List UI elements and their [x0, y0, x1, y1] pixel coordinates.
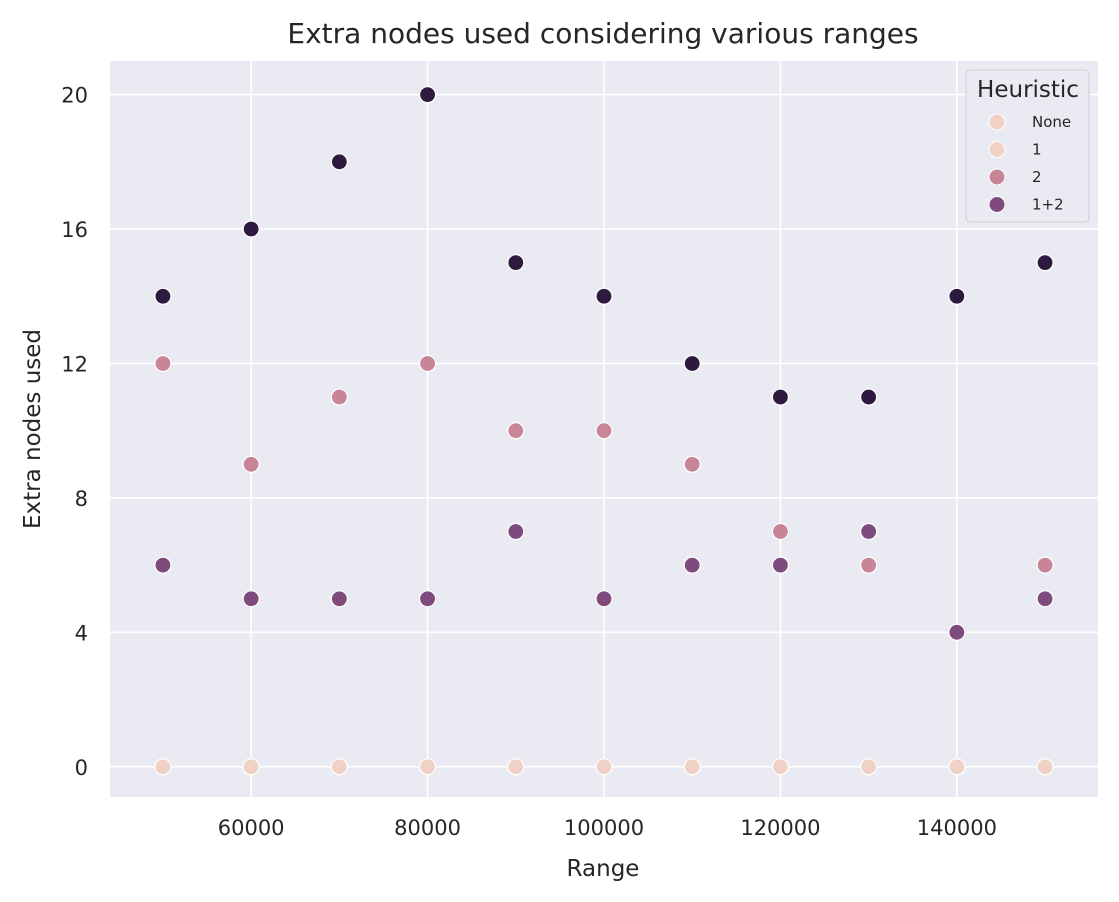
point-series-2-x-60000 — [242, 590, 260, 608]
point-series-1-x-150000 — [1036, 556, 1054, 574]
x-axis-ticks: 60000 80000 100000 120000 140000 — [218, 816, 997, 840]
y-tick-label: 16 — [61, 218, 88, 242]
point-series-1-x-120000 — [771, 522, 790, 541]
x-tick-label: 140000 — [917, 816, 997, 840]
point-series-0-x-60000 — [242, 758, 260, 776]
point-series-1-x-70000 — [330, 388, 348, 406]
chart-title: Extra nodes used considering various ran… — [287, 17, 918, 50]
point-series-3-x-50000 — [154, 287, 172, 305]
point-series-2-x-150000 — [1036, 590, 1054, 608]
point-series-0-x-70000 — [330, 758, 348, 776]
point-series-3-x-100000 — [595, 287, 613, 305]
x-axis-label: Range — [567, 856, 640, 882]
x-tick-label: 100000 — [564, 816, 644, 840]
point-series-2-x-100000 — [595, 590, 613, 608]
legend-entries: None 1 2 1+2 — [988, 113, 1071, 214]
point-series-0-x-90000 — [507, 758, 525, 776]
y-tick-label: 20 — [61, 84, 88, 108]
legend-marker — [988, 113, 1006, 131]
y-tick-label: 4 — [75, 621, 88, 645]
point-series-3-x-140000 — [948, 287, 966, 305]
legend-marker — [988, 141, 1006, 158]
legend-label: 2 — [1032, 168, 1042, 186]
grid-lines — [110, 61, 1098, 797]
x-tick-label: 120000 — [740, 816, 820, 840]
point-series-1-x-130000 — [860, 556, 878, 574]
legend: Heuristic None 1 2 1+2 — [965, 69, 1090, 223]
point-series-1-x-80000 — [418, 354, 437, 373]
legend-marker — [988, 196, 1006, 213]
point-series-3-x-120000 — [771, 388, 790, 406]
legend-marker — [988, 168, 1006, 186]
point-series-2-x-80000 — [418, 590, 437, 608]
y-tick-label: 8 — [75, 487, 88, 511]
point-series-0-x-50000 — [154, 758, 172, 776]
point-series-0-x-150000 — [1036, 758, 1054, 776]
legend-label: 1 — [1032, 141, 1042, 159]
point-series-0-x-100000 — [595, 758, 613, 776]
point-series-1-x-110000 — [683, 455, 701, 473]
point-series-1-x-60000 — [242, 455, 260, 473]
point-series-2-x-140000 — [948, 623, 966, 641]
point-series-3-x-80000 — [418, 86, 437, 104]
x-tick-label: 80000 — [394, 816, 461, 840]
point-series-0-x-130000 — [860, 758, 878, 776]
x-tick-label: 60000 — [218, 816, 285, 840]
point-series-0-x-140000 — [948, 758, 966, 776]
legend-label: None — [1032, 113, 1071, 131]
point-series-3-x-130000 — [860, 388, 878, 406]
point-series-0-x-110000 — [683, 758, 701, 776]
data-points — [154, 86, 1054, 776]
legend-title: Heuristic — [977, 77, 1079, 103]
point-series-2-x-50000 — [154, 556, 172, 574]
point-series-3-x-110000 — [683, 354, 701, 373]
point-series-3-x-60000 — [242, 220, 260, 238]
y-axis-ticks: 0 4 8 12 16 20 — [61, 84, 88, 780]
legend-label: 1+2 — [1032, 196, 1064, 214]
point-series-1-x-100000 — [595, 422, 613, 440]
point-series-0-x-80000 — [418, 758, 437, 776]
point-series-1-x-50000 — [154, 354, 172, 373]
point-series-2-x-90000 — [507, 522, 525, 541]
y-axis-label: Extra nodes used — [20, 329, 46, 529]
point-series-3-x-150000 — [1036, 254, 1054, 272]
y-tick-label: 0 — [75, 756, 88, 780]
point-series-1-x-90000 — [507, 422, 525, 440]
point-series-2-x-110000 — [683, 556, 701, 574]
point-series-2-x-120000 — [771, 556, 790, 574]
y-tick-label: 12 — [61, 352, 88, 376]
point-series-3-x-70000 — [330, 153, 348, 171]
point-series-3-x-90000 — [507, 254, 525, 272]
point-series-0-x-120000 — [771, 758, 790, 776]
point-series-2-x-130000 — [860, 522, 878, 541]
point-series-2-x-70000 — [330, 590, 348, 608]
